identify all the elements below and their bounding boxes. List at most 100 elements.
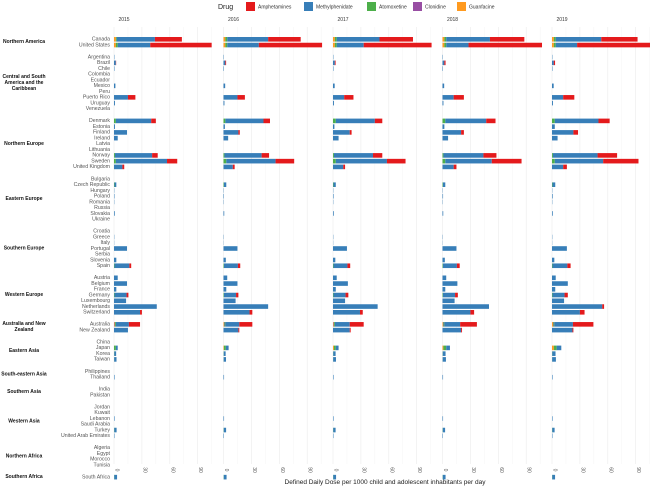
bar-thailand-2018-methylphenidate bbox=[442, 374, 444, 380]
bar-united-states-2016-amphetamines bbox=[258, 42, 323, 48]
bar-estonia-2015-methylphenidate bbox=[114, 124, 115, 129]
bar-new-zealand-2015-methylphenidate bbox=[114, 327, 128, 333]
bar-japan-2017-atomoxetine bbox=[333, 345, 336, 351]
bar-denmark-2015-methylphenidate bbox=[115, 118, 152, 124]
region-label-northern-europe: Northern Europe bbox=[4, 141, 44, 147]
bar-japan-2016-atomoxetine bbox=[223, 345, 226, 351]
region-label-australia-and-new-zealand: Australia and New Zealand bbox=[2, 321, 45, 333]
bar-finland-2017-amphetamines bbox=[349, 130, 352, 135]
country-label-south-africa: South Africa bbox=[82, 474, 110, 480]
bar-korea-2015-methylphenidate bbox=[114, 351, 117, 356]
bar-turkey-2016-methylphenidate bbox=[223, 427, 227, 433]
bar-switzerland-2016-amphetamines bbox=[249, 310, 253, 315]
bar-norway-2016-atomoxetine bbox=[223, 153, 225, 158]
bar-japan-2017-guanfacine bbox=[333, 345, 334, 351]
bar-switzerland-2016-methylphenidate bbox=[223, 310, 250, 315]
bar-brazil-2018-amphetamines bbox=[444, 60, 446, 66]
bar-netherlands-2015-methylphenidate bbox=[114, 304, 157, 309]
bar-united-states-2015-amphetamines bbox=[150, 42, 212, 48]
x-tick-label-2019-30: 30 bbox=[579, 467, 585, 473]
bar-slovakia-2017-methylphenidate bbox=[333, 211, 334, 216]
bar-south-africa-2019-methylphenidate bbox=[552, 474, 556, 480]
bar-turkey-2018-methylphenidate bbox=[442, 427, 446, 433]
legend-swatch-guanfacine bbox=[457, 2, 466, 11]
country-label-colombia: Colombia bbox=[88, 72, 110, 78]
bar-united-states-2015-methylphenidate bbox=[117, 42, 151, 48]
x-tick-label-2016-30: 30 bbox=[251, 467, 257, 473]
bar-switzerland-2017-methylphenidate bbox=[333, 310, 360, 315]
bar-brazil-2015-methylphenidate bbox=[114, 60, 116, 66]
country-label-croatia: Croatia bbox=[93, 229, 110, 235]
bar-sweden-2018-methylphenidate bbox=[445, 158, 492, 164]
bar-germany-2015-amphetamines bbox=[126, 292, 129, 298]
bar-denmark-2018-methylphenidate bbox=[445, 118, 487, 124]
bar-australia-2017-atomoxetine bbox=[333, 322, 335, 327]
bar-switzerland-2015-methylphenidate bbox=[114, 310, 141, 315]
bar-united-states-2016-guanfacine bbox=[223, 42, 226, 48]
bar-mexico-2017-methylphenidate bbox=[333, 83, 335, 89]
bar-slovakia-2019-methylphenidate bbox=[552, 211, 553, 216]
bar-uruguay-2018-methylphenidate bbox=[442, 100, 444, 106]
bar-brazil-2018-methylphenidate bbox=[442, 60, 445, 66]
x-tick-label-2018-60: 60 bbox=[498, 467, 504, 473]
bar-japan-2015-atomoxetine bbox=[114, 345, 116, 351]
panel-title-2016: 2016 bbox=[228, 17, 239, 23]
bar-finland-2018-amphetamines bbox=[461, 130, 464, 135]
region-label-central-and-south-america-and-the-caribbean: Central and South America and the Caribbea… bbox=[2, 74, 45, 92]
bar-norway-2018-atomoxetine bbox=[442, 153, 444, 158]
region-label-southern-africa: Southern Africa bbox=[5, 474, 43, 480]
country-label-sweden: Sweden bbox=[91, 158, 110, 164]
country-label-luxembourg: Luxembourg bbox=[81, 298, 110, 304]
bar-thailand-2015-methylphenidate bbox=[114, 374, 115, 380]
bar-brazil-2019-methylphenidate bbox=[552, 60, 554, 66]
bar-australia-2019-atomoxetine bbox=[553, 322, 555, 327]
bar-new-zealand-2017-methylphenidate bbox=[333, 327, 350, 333]
bar-australia-2019-methylphenidate bbox=[554, 322, 573, 327]
bar-denmark-2017-atomoxetine bbox=[333, 118, 336, 124]
bar-canada-2018-atomoxetine bbox=[444, 37, 447, 42]
bar-spain-2018-amphetamines bbox=[456, 263, 460, 269]
x-tick-label-2015-60: 60 bbox=[169, 467, 175, 473]
bar-united-states-2017-amphetamines bbox=[363, 42, 432, 48]
bar-norway-2019-methylphenidate bbox=[552, 153, 598, 158]
x-tick-label-2019-90: 90 bbox=[635, 467, 641, 473]
bar-belgium-2017-methylphenidate bbox=[333, 281, 348, 286]
bar-canada-2015-methylphenidate bbox=[116, 37, 155, 42]
country-label-canada: Canada bbox=[92, 37, 110, 43]
bar-canada-2019-methylphenidate bbox=[555, 37, 602, 42]
bar-norway-2018-methylphenidate bbox=[443, 153, 484, 158]
bar-brazil-2019-amphetamines bbox=[553, 60, 556, 66]
bar-united-states-2018-amphetamines bbox=[468, 42, 543, 48]
bar-canada-2015-guanfacine bbox=[114, 37, 116, 42]
x-tick-label-2019-0: 0 bbox=[552, 469, 558, 472]
country-label-france: France bbox=[94, 287, 110, 293]
bar-denmark-2018-amphetamines bbox=[486, 118, 496, 124]
legend-swatch-methylphenidate bbox=[304, 2, 313, 11]
region-label-south-eastern-asia: South-eastern Asia bbox=[1, 371, 47, 377]
bar-poland-2019-methylphenidate bbox=[552, 193, 553, 199]
bar-france-2018-methylphenidate bbox=[442, 287, 446, 292]
country-label-belgium: Belgium bbox=[91, 281, 110, 287]
country-label-czech-republic: Czech Republic bbox=[74, 182, 111, 188]
bar-denmark-2019-amphetamines bbox=[598, 118, 610, 124]
bar-austria-2018-methylphenidate bbox=[442, 275, 447, 281]
bar-belgium-2015-methylphenidate bbox=[114, 281, 128, 286]
bar-denmark-2019-methylphenidate bbox=[554, 118, 599, 124]
bar-denmark-2017-amphetamines bbox=[374, 118, 383, 124]
bar-netherlands-2019-amphetamines bbox=[602, 304, 605, 309]
bar-luxembourg-2015-methylphenidate bbox=[114, 298, 127, 304]
bars bbox=[114, 37, 650, 480]
bar-united-states-2018-guanfacine bbox=[442, 42, 445, 48]
bar-canada-2015-amphetamines bbox=[154, 37, 182, 42]
bar-thailand-2019-methylphenidate bbox=[552, 374, 553, 380]
bar-new-zealand-2016-amphetamines bbox=[238, 327, 240, 333]
bar-finland-2019-amphetamines bbox=[573, 130, 579, 135]
bar-slovenia-2018-methylphenidate bbox=[442, 257, 445, 263]
x-tick-label-2018-30: 30 bbox=[470, 467, 476, 473]
bar-ireland-2015-methylphenidate bbox=[114, 135, 118, 141]
bar-sweden-2019-methylphenidate bbox=[554, 158, 604, 164]
bar-belgium-2019-methylphenidate bbox=[552, 281, 568, 286]
region-label-eastern-asia: Eastern Asia bbox=[9, 348, 39, 354]
country-label-uruguay: Uruguay bbox=[90, 100, 110, 106]
